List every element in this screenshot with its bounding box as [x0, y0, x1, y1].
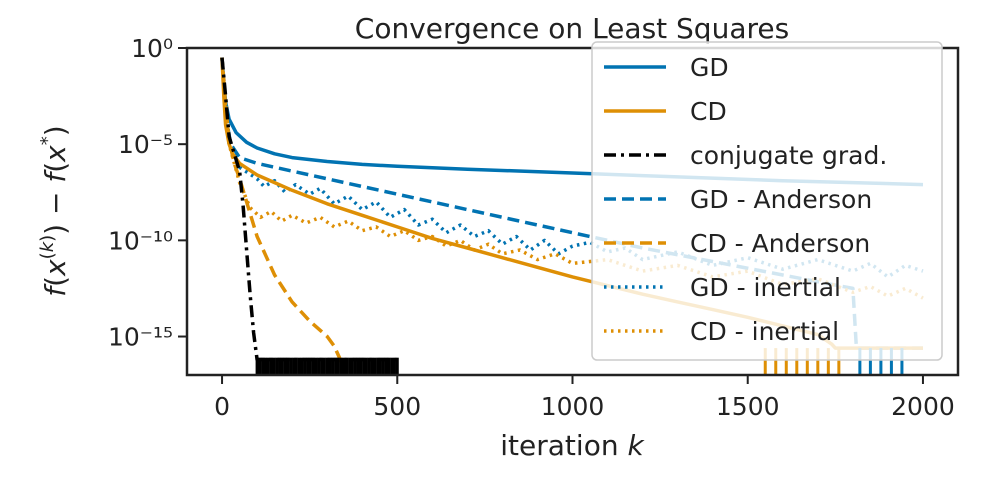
series-line-cd-anderson — [220, 57, 345, 364]
y-axis: 10⁰ 10⁻⁵ 10⁻¹⁰ 10⁻¹⁵ — [108, 34, 187, 352]
legend-label: conjugate grad. — [690, 141, 887, 170]
y-tick-label: 10⁰ — [131, 34, 173, 63]
legend-label: CD - Anderson — [690, 229, 870, 258]
x-tick-label: 1500 — [716, 392, 780, 421]
legend-label: GD — [690, 53, 729, 82]
y-tick-label: 10⁻¹⁵ — [108, 323, 173, 352]
x-axis: 0 500 1000 1500 2000 — [214, 375, 955, 421]
series-line-conjugate-grad — [220, 57, 398, 362]
series-line-cd-inertial — [220, 57, 924, 300]
legend-label: CD - inertial — [690, 317, 839, 346]
legend-label: GD - inertial — [690, 273, 841, 302]
x-tick-label: 1000 — [541, 392, 605, 421]
legend-label: GD - Anderson — [690, 185, 872, 214]
chart-title: Convergence on Least Squares — [355, 12, 789, 45]
x-tick-label: 500 — [373, 392, 421, 421]
x-axis-label: iteration k — [500, 429, 645, 462]
legend: GD CD conjugate grad. GD - Anderson CD - And… — [591, 41, 943, 361]
x-tick-label: 0 — [214, 392, 230, 421]
y-axis-label: f(x(k)) − f(x*) — [37, 125, 72, 296]
legend-box — [591, 41, 943, 361]
y-tick-label: 10⁻⁵ — [118, 130, 173, 159]
series-line-gd-inertial — [220, 57, 924, 279]
y-tick-label: 10⁻¹⁰ — [108, 226, 173, 255]
legend-label: CD — [690, 97, 727, 126]
x-tick-label: 2000 — [891, 392, 955, 421]
